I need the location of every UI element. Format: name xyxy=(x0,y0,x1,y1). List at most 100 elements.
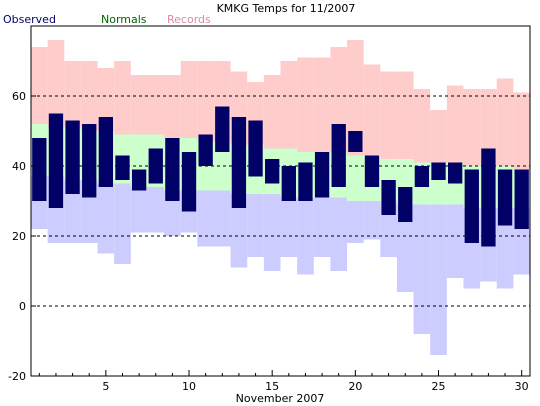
record-low-bar xyxy=(130,187,148,233)
record-high-bar xyxy=(280,61,298,149)
record-low-bar xyxy=(280,197,298,257)
y-axis-ticks: -20 0 20 40 60 xyxy=(8,90,36,383)
record-low-bar xyxy=(164,190,181,236)
record-high-bar xyxy=(114,61,131,135)
record-high-bar xyxy=(97,68,115,131)
record-low-bar xyxy=(347,201,364,243)
record-low-bar xyxy=(247,194,264,257)
y-tick-label: 60 xyxy=(12,90,26,103)
x-axis-ticks: 5 10 15 20 25 30 xyxy=(38,370,529,393)
observed-bar xyxy=(131,169,147,191)
record-high-bar xyxy=(363,64,381,156)
observed-layer xyxy=(32,106,529,247)
record-low-bar xyxy=(413,204,431,334)
observed-bar xyxy=(48,113,64,208)
legend-records: Records xyxy=(167,13,211,26)
record-high-bar xyxy=(197,61,214,142)
observed-bar xyxy=(348,131,363,152)
grid-lines xyxy=(31,95,530,307)
observed-bar xyxy=(464,169,479,243)
record-high-bar xyxy=(164,75,181,138)
record-high-bar xyxy=(147,75,165,135)
record-low-bar xyxy=(197,190,214,247)
observed-bar xyxy=(314,152,330,198)
observed-bar xyxy=(265,159,280,184)
record-low-bar xyxy=(213,190,231,247)
x-axis-label: November 2007 xyxy=(236,392,325,405)
record-low-bar xyxy=(430,204,447,355)
x-tick-label: 25 xyxy=(432,380,446,393)
record-high-bar xyxy=(513,92,530,170)
record-high-bar xyxy=(496,78,514,166)
record-low-bar xyxy=(97,183,115,254)
x-tick-label: 30 xyxy=(515,380,529,393)
y-tick-label: 0 xyxy=(19,300,26,313)
legend-normals: Normals xyxy=(101,13,147,26)
x-tick-label: 5 xyxy=(102,380,109,393)
observed-bar xyxy=(231,117,247,208)
record-high-bar xyxy=(31,47,48,124)
normal-range-bar xyxy=(347,155,364,201)
record-high-bar xyxy=(446,85,464,163)
record-low-bar xyxy=(230,194,248,268)
record-high-bar xyxy=(80,61,98,131)
observed-bar xyxy=(398,187,413,222)
observed-bar xyxy=(497,169,513,226)
record-high-bar xyxy=(297,57,314,152)
observed-bar xyxy=(98,117,114,187)
observed-bar xyxy=(165,138,180,201)
record-low-bar xyxy=(446,204,464,278)
record-low-bar xyxy=(263,194,281,271)
record-high-bar xyxy=(480,89,497,166)
observed-bar xyxy=(364,155,380,187)
record-high-bar xyxy=(430,110,447,163)
observed-bar xyxy=(514,169,529,229)
observed-bar xyxy=(381,180,396,215)
observed-bar xyxy=(331,124,346,187)
x-tick-label: 20 xyxy=(348,380,362,393)
record-low-bar xyxy=(330,197,348,271)
record-high-bar xyxy=(463,89,481,166)
observed-bar xyxy=(414,166,430,187)
legend-observed: Observed xyxy=(3,13,56,26)
record-high-bar xyxy=(396,71,414,159)
observed-bar xyxy=(281,166,296,201)
record-low-bar xyxy=(396,204,414,292)
observed-bar xyxy=(82,124,97,198)
x-tick-label: 15 xyxy=(265,380,279,393)
observed-bar xyxy=(148,148,163,184)
observed-bar xyxy=(431,162,446,180)
record-low-bar xyxy=(114,183,131,264)
observed-bar xyxy=(32,138,47,201)
observed-bar xyxy=(198,134,213,166)
record-low-bar xyxy=(496,208,514,289)
observed-bar xyxy=(215,106,230,152)
y-tick-label: 20 xyxy=(12,230,26,243)
y-tick-label: -20 xyxy=(8,370,26,383)
record-high-bar xyxy=(263,75,281,149)
record-high-bar xyxy=(64,61,81,128)
observed-bar xyxy=(115,155,130,180)
observed-bar xyxy=(481,148,496,247)
observed-bar xyxy=(65,120,80,194)
record-high-bar xyxy=(313,57,331,152)
record-low-bar xyxy=(147,187,165,233)
record-low-bar xyxy=(297,197,314,275)
y-tick-label: 40 xyxy=(12,160,26,173)
record-high-bar xyxy=(180,61,198,138)
observed-bar xyxy=(248,120,263,177)
observed-bar xyxy=(298,162,313,201)
record-high-bar xyxy=(413,89,431,163)
record-low-bar xyxy=(363,201,381,240)
record-high-bar xyxy=(347,40,364,156)
normal-range-bar xyxy=(213,141,231,191)
observed-bar xyxy=(181,152,197,212)
record-low-bar xyxy=(64,180,81,243)
x-tick-label: 10 xyxy=(182,380,196,393)
record-high-bar xyxy=(130,75,148,135)
plot-frame xyxy=(30,25,531,377)
observed-bar xyxy=(447,162,463,184)
record-high-bar xyxy=(380,71,397,159)
